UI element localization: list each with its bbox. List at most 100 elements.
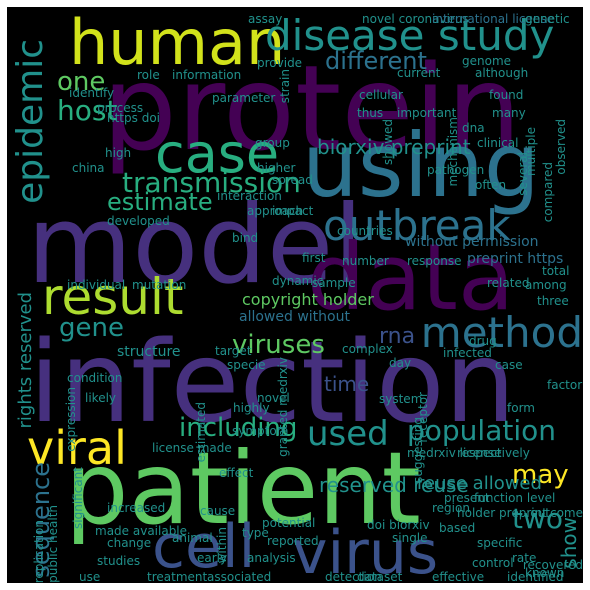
- word-cloud-word: symptom: [232, 424, 289, 438]
- word-cloud-word: found: [489, 88, 524, 102]
- word-cloud-word: copyright holder: [242, 290, 374, 309]
- word-cloud-word: infected: [443, 346, 492, 360]
- word-cloud-word: dataset: [357, 570, 403, 583]
- word-cloud-word: treatment: [147, 570, 208, 583]
- word-cloud-word: analysis: [247, 551, 296, 565]
- word-cloud-word: epidemic: [10, 39, 51, 204]
- word-cloud-word: specific: [477, 536, 523, 550]
- word-cloud-word: sample: [312, 276, 356, 290]
- word-cloud-word: pathogen: [427, 163, 485, 177]
- word-cloud-word: multiple: [524, 127, 538, 177]
- word-cloud-word: used: [307, 414, 389, 454]
- word-cloud-word: complex: [342, 342, 393, 356]
- word-cloud-word: strain: [278, 69, 292, 104]
- word-cloud-word: public health: [46, 505, 60, 583]
- word-cloud-word: animal: [172, 531, 213, 545]
- word-cloud-word: method: [420, 308, 583, 357]
- word-cloud-word: present: [444, 491, 490, 505]
- word-cloud-word: virus: [292, 518, 439, 583]
- word-cloud-word: highly: [233, 401, 270, 415]
- word-cloud-word: identified: [507, 570, 564, 583]
- word-cloud-word: among: [525, 278, 567, 292]
- word-cloud-word: first: [302, 251, 326, 265]
- word-cloud-word: condition: [67, 371, 123, 385]
- word-cloud-word: provide: [257, 56, 303, 70]
- word-cloud-word: associated: [207, 570, 272, 583]
- word-cloud-word: including: [179, 413, 298, 443]
- word-cloud-word: often: [475, 178, 507, 192]
- word-cloud-word: system: [379, 392, 423, 406]
- word-cloud-word: many: [492, 106, 526, 120]
- word-cloud-word: novel coronavirus: [362, 12, 469, 26]
- word-cloud-word: spread: [272, 173, 313, 187]
- word-cloud-word: clinical: [477, 136, 519, 150]
- word-cloud-word: approach: [247, 204, 304, 218]
- word-cloud-word: without permission: [405, 234, 539, 250]
- word-cloud-word: although: [475, 66, 529, 80]
- word-cloud-word: process: [97, 101, 144, 115]
- word-cloud-word: reported: [267, 534, 319, 548]
- word-cloud-word: different: [325, 47, 427, 75]
- word-cloud-word: replication: [32, 519, 46, 583]
- word-cloud-word: mechanism: [446, 117, 460, 187]
- word-cloud-word: impact: [272, 204, 314, 218]
- word-cloud-word: genetic: [525, 12, 570, 26]
- word-cloud-word: estimate: [107, 188, 213, 216]
- word-cloud-word: recovered: [522, 558, 583, 572]
- word-cloud-word: biorxiv preprint: [317, 135, 471, 159]
- word-cloud-word: effect: [219, 466, 254, 480]
- word-cloud-word: higher: [257, 161, 296, 175]
- word-cloud-word: single: [392, 531, 428, 545]
- word-cloud-word: use: [79, 570, 101, 583]
- word-cloud-word: mutation: [132, 278, 187, 292]
- word-cloud-word: compared: [541, 162, 555, 223]
- word-cloud-word: human: [69, 7, 286, 79]
- word-cloud-word: rate: [512, 551, 537, 565]
- word-cloud-word: parameter: [212, 91, 276, 105]
- word-cloud-word: disease study: [265, 11, 555, 60]
- word-cloud-word: important: [397, 106, 457, 120]
- word-cloud-word: specie: [227, 358, 266, 372]
- word-cloud-word: license made: [152, 441, 232, 455]
- word-cloud-word: group: [255, 136, 290, 150]
- word-cloud-word: factor: [547, 378, 583, 392]
- word-cloud-word: population: [407, 414, 556, 447]
- word-cloud-word: effective: [432, 570, 485, 583]
- word-cloud-word: case: [155, 122, 280, 185]
- word-cloud-word: role: [137, 68, 160, 82]
- word-cloud-word: expression: [64, 387, 78, 452]
- word-cloud-word: thus: [357, 106, 384, 120]
- word-cloud-word: doi biorxiv: [367, 518, 430, 532]
- word-cloud-word: suggesting: [411, 417, 425, 483]
- word-cloud-word: information: [172, 68, 242, 82]
- word-cloud-word: allowed without: [239, 309, 350, 325]
- word-cloud-word: genome: [462, 54, 512, 68]
- word-cloud-word: international license: [432, 12, 555, 26]
- word-cloud-word: may: [512, 460, 569, 490]
- word-cloud-word: outbreak: [323, 201, 511, 250]
- word-cloud-word: result: [42, 268, 184, 326]
- word-cloud-word: one: [57, 67, 106, 97]
- word-cloud-word: medrxiv license: [407, 446, 502, 460]
- word-cloud-word: increased: [107, 501, 166, 515]
- word-cloud-word: studies: [97, 554, 141, 568]
- word-cloud-word: rna: [379, 324, 416, 349]
- word-cloud-word: known: [525, 566, 565, 580]
- word-cloud-word: viral: [27, 421, 127, 475]
- word-cloud-word: high: [105, 146, 132, 160]
- word-cloud-word: respectively: [457, 446, 530, 460]
- word-cloud-word: host: [57, 94, 118, 127]
- word-cloud-word: two: [512, 502, 564, 535]
- word-cloud-word: response: [407, 254, 462, 268]
- word-cloud-word: change: [107, 536, 152, 550]
- word-cloud-word: potential: [262, 516, 316, 530]
- word-cloud-word: protein: [102, 39, 522, 177]
- word-cloud-word: https doi: [107, 111, 160, 125]
- word-cloud-word: cause: [200, 504, 236, 518]
- word-cloud-word: reuse allowed: [417, 473, 542, 494]
- word-cloud-word: bind: [232, 231, 259, 245]
- word-cloud-word: case: [495, 358, 523, 372]
- word-cloud-word: interaction: [217, 189, 282, 203]
- word-cloud-word: developed: [107, 214, 170, 228]
- word-cloud-word: made available: [95, 524, 188, 538]
